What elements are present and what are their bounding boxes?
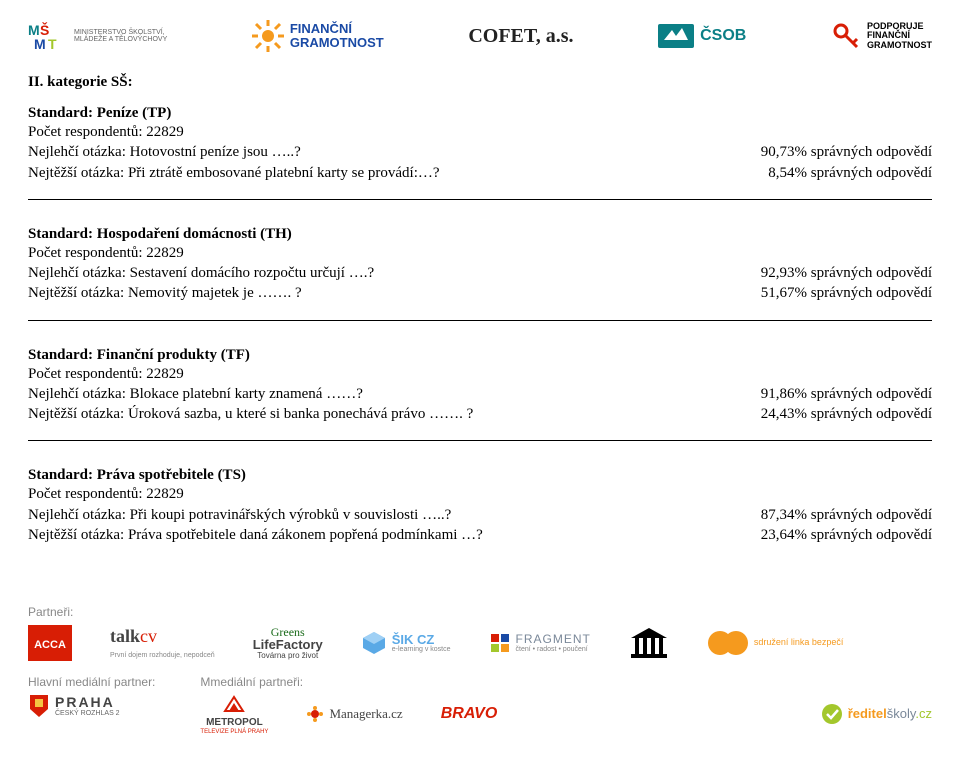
- fragment-icon: [489, 632, 511, 654]
- fragment-text: FRAGMENT: [516, 633, 591, 646]
- respondent-count: Počet respondentů: 22829: [28, 364, 932, 384]
- flower-icon: [306, 705, 324, 723]
- easy-value: 92,93% správných odpovědí: [741, 263, 932, 283]
- greens-line2: LifeFactory: [253, 638, 323, 652]
- hard-question: Nejtěžší otázka: Práva spotřebitele daná…: [28, 525, 741, 545]
- partner-greens: Greens LifeFactory Továrna pro život: [253, 626, 323, 661]
- respondent-count: Počet respondentů: 22829: [28, 122, 932, 142]
- fragment-sub: čtení • radost • poučení: [516, 646, 591, 653]
- partners-section: Partneři: ACCA talkcv První dojem rozhod…: [28, 605, 932, 735]
- building-icon: [629, 626, 669, 660]
- metropol-text: METROPOL: [200, 718, 268, 729]
- sik-text: ŠIK CZ: [392, 633, 451, 647]
- partner-praha: PRAHA ČESKÝ ROZHLAS 2: [28, 693, 120, 719]
- msmt-line1: MINISTERSTVO ŠKOLSTVÍ,: [74, 29, 167, 36]
- svg-text:T: T: [48, 36, 57, 51]
- standard-block-tf: Standard: Finanční produkty (TF) Počet r…: [28, 347, 932, 425]
- media-partners-row: Hlavní mediální partner: PRAHA ČESKÝ ROZ…: [28, 675, 932, 735]
- separator: [28, 440, 932, 441]
- partner-reditelskoly: ředitelškoly.cz: [821, 703, 932, 725]
- check-icon: [821, 703, 843, 725]
- mm-media-label: Mmediální partneři:: [200, 675, 932, 689]
- partner-logos-row: ACCA talkcv První dojem rozhoduje, nepod…: [28, 625, 932, 661]
- hard-question: Nejtěžší otázka: Úroková sazba, u které …: [28, 404, 741, 424]
- partner-fragment: FRAGMENT čtení • radost • poučení: [489, 632, 591, 654]
- cofet-text: COFET, a.s.: [468, 25, 573, 48]
- easy-value: 90,73% správných odpovědí: [741, 142, 932, 162]
- hard-question: Nejtěžší otázka: Při ztrátě embosované p…: [28, 163, 748, 183]
- msmt-line2: MLÁDEŽE A TĚLOVÝCHOVY: [74, 36, 167, 43]
- respondent-count: Počet respondentů: 22829: [28, 243, 932, 263]
- easy-value: 87,34% správných odpovědí: [741, 505, 932, 525]
- partner-managerka: Managerka.cz: [306, 705, 402, 723]
- section-title: II. kategorie SŠ:: [28, 74, 932, 91]
- block-title: Standard: Práva spotřebitele (TS): [28, 467, 932, 484]
- cube-icon: [361, 630, 387, 656]
- standard-block-ts: Standard: Práva spotřebitele (TS) Počet …: [28, 467, 932, 545]
- separator: [28, 320, 932, 321]
- partner-sik: ŠIK CZ e-learning v kostce: [361, 630, 451, 656]
- metropol-icon: [221, 693, 247, 713]
- partner-building: [629, 626, 669, 660]
- key-icon: [831, 21, 861, 51]
- acca-text: ACCA: [34, 639, 66, 651]
- main-media-label: Hlavní mediální partner:: [28, 675, 155, 689]
- easy-question: Nejlehčí otázka: Sestavení domácího rozp…: [28, 263, 741, 283]
- hard-value: 8,54% správných odpovědí: [748, 163, 932, 183]
- csob-icon: [658, 22, 694, 50]
- top-logo-row: M Š M T MINISTERSTVO ŠKOLSTVÍ, MLÁDEŽE A…: [28, 20, 932, 52]
- standard-block-th: Standard: Hospodaření domácnosti (TH) Po…: [28, 226, 932, 304]
- hard-value: 23,64% správných odpovědí: [741, 525, 932, 545]
- logo-cofet: COFET, a.s.: [468, 25, 573, 48]
- block-title: Standard: Peníze (TP): [28, 105, 932, 122]
- fg-line2: GRAMOTNOST: [290, 36, 384, 50]
- pfg-line3: GRAMOTNOST: [867, 41, 932, 50]
- partner-talkcv: talkcv První dojem rozhoduje, nepodceň: [110, 626, 215, 659]
- logo-csob: ČSOB: [658, 22, 746, 50]
- sik-sub: e-learning v kostce: [392, 646, 451, 653]
- easy-question: Nejlehčí otázka: Hotovostní peníze jsou …: [28, 142, 741, 162]
- logo-financni-gramotnost: FINANČNÍ GRAMOTNOST: [252, 20, 384, 52]
- separator: [28, 199, 932, 200]
- hard-value: 24,43% správných odpovědí: [741, 404, 932, 424]
- partner-bravo: BRAVO: [441, 705, 498, 723]
- respondent-count: Počet respondentů: 22829: [28, 484, 932, 504]
- csob-text: ČSOB: [700, 27, 746, 45]
- svg-text:M: M: [34, 36, 46, 51]
- partner-linka-bezpeci: sdružení linka bezpečí: [707, 630, 844, 656]
- easy-question: Nejlehčí otázka: Blokace platební karty …: [28, 384, 741, 404]
- msmt-icon: M Š M T: [28, 21, 68, 51]
- standard-block-tp: Standard: Peníze (TP) Počet respondentů:…: [28, 105, 932, 183]
- hard-value: 51,67% správných odpovědí: [741, 283, 932, 303]
- logo-msmt: M Š M T MINISTERSTVO ŠKOLSTVÍ, MLÁDEŽE A…: [28, 21, 167, 51]
- linka-icon: [707, 630, 749, 656]
- partner-acca: ACCA: [28, 625, 72, 661]
- greens-line3: Továrna pro život: [253, 652, 323, 660]
- metropol-sub: TELEVIZE PLNÁ PRAHY: [200, 729, 268, 735]
- rozhlas-text: ČESKÝ ROZHLAS 2: [55, 710, 120, 717]
- sun-icon: [252, 20, 284, 52]
- block-title: Standard: Hospodaření domácnosti (TH): [28, 226, 932, 243]
- main-media-col: Hlavní mediální partner: PRAHA ČESKÝ ROZ…: [28, 675, 155, 735]
- partners-label: Partneři:: [28, 605, 932, 619]
- block-title: Standard: Finanční produkty (TF): [28, 347, 932, 364]
- talkcv-sub: První dojem rozhoduje, nepodceň: [110, 652, 215, 659]
- linka-text: sdružení linka bezpečí: [754, 638, 844, 647]
- managerka-text: Managerka.cz: [329, 706, 402, 722]
- praha-shield-icon: [28, 693, 50, 719]
- fg-line1: FINANČNÍ: [290, 22, 384, 36]
- bravo-text: BRAVO: [441, 705, 498, 723]
- praha-text: PRAHA: [55, 695, 120, 710]
- logo-pfg: PODPORUJE FINANČNÍ GRAMOTNOST: [831, 21, 932, 51]
- partner-metropol: METROPOL TELEVIZE PLNÁ PRAHY: [200, 693, 268, 735]
- hard-question: Nejtěžší otázka: Nemovitý majetek je …….…: [28, 283, 741, 303]
- mm-media-col: Mmediální partneři: METROPOL TELEVIZE PL…: [200, 675, 932, 735]
- easy-value: 91,86% správných odpovědí: [741, 384, 932, 404]
- easy-question: Nejlehčí otázka: Při koupi potravinářský…: [28, 505, 741, 525]
